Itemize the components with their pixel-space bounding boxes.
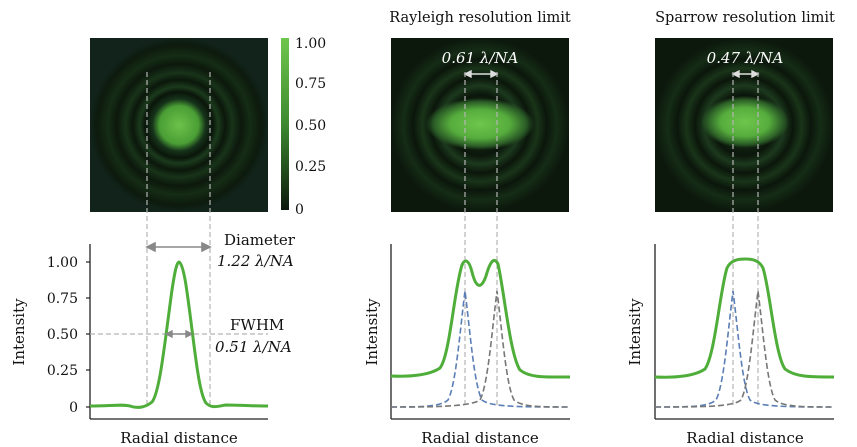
diameter-value: 1.22 λ/NA <box>217 252 294 270</box>
psf-curve-b <box>390 290 571 408</box>
y-tick-label: 0 <box>69 400 78 416</box>
colorbar <box>281 38 289 210</box>
psf-curve-a <box>390 290 571 408</box>
separation-label: 0.61 λ/NA <box>442 49 519 67</box>
sparrow-spot <box>701 96 789 148</box>
diameter-label: Diameter <box>224 231 296 249</box>
intensity-curve <box>390 259 571 379</box>
panel-sparrow: Sparrow resolution limit 0.47 λ/NA Inten… <box>626 10 835 447</box>
fwhm-label: FWHM <box>230 316 284 334</box>
psf-curve-a <box>654 290 835 408</box>
x-axis-label: Radial distance <box>421 429 539 447</box>
panel-rayleigh: Rayleigh resolution limit 0.61 λ/NA Inte… <box>363 10 571 447</box>
y-axis-label: Intensity <box>363 298 381 366</box>
panel-title: Sparrow resolution limit <box>655 10 835 26</box>
psf-curve-b <box>654 290 835 408</box>
intensity-curve <box>654 257 835 379</box>
x-axis-label: Radial distance <box>686 429 804 447</box>
y-axis-label: Intensity <box>626 298 644 366</box>
panel-single-spot: 1.00 0.75 0.50 0.25 0 1.00 0.75 0.50 0.2… <box>10 36 326 447</box>
x-axis-label: Radial distance <box>120 429 238 447</box>
y-axis-label: Intensity <box>10 298 28 366</box>
fwhm-value: 0.51 λ/NA <box>215 338 292 356</box>
y-tick-label: 0.75 <box>47 291 78 307</box>
colorbar-tick: 0.75 <box>295 76 326 92</box>
y-tick-label: 1.00 <box>47 255 78 271</box>
y-tick-label: 0.25 <box>47 363 78 379</box>
rayleigh-spot <box>426 98 534 150</box>
intensity-curve <box>89 260 269 409</box>
separation-arrow <box>463 69 499 79</box>
separation-arrow <box>731 69 760 79</box>
colorbar-tick: 0.50 <box>295 118 326 134</box>
colorbar-tick: 1.00 <box>295 36 326 52</box>
colorbar-tick: 0.25 <box>295 159 326 175</box>
panel-title: Rayleigh resolution limit <box>389 10 571 26</box>
y-tick-label: 0.50 <box>47 327 78 343</box>
airy-disk-image <box>90 38 268 212</box>
colorbar-tick: 0 <box>295 202 304 218</box>
diameter-arrow <box>145 241 212 253</box>
separation-label: 0.47 λ/NA <box>707 49 784 67</box>
y-ticks <box>86 261 90 408</box>
fwhm-arrow <box>164 329 194 339</box>
